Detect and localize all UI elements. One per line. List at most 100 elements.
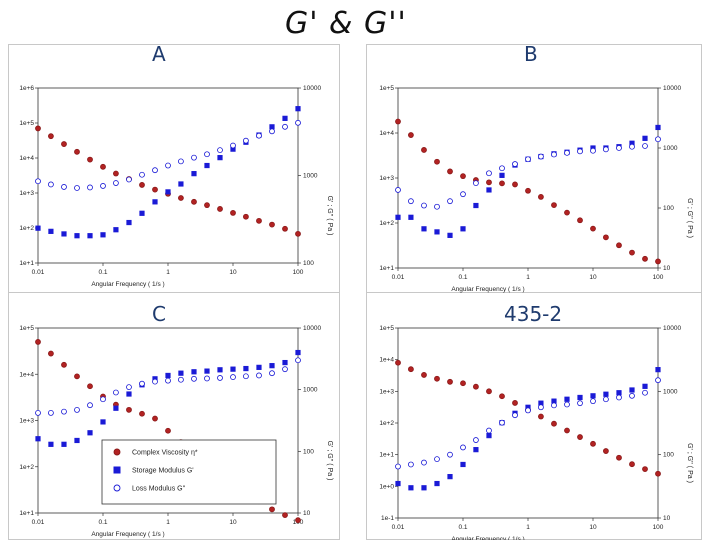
y-right-tick-label: 1000 xyxy=(663,388,678,395)
data-point xyxy=(217,206,223,212)
data-point xyxy=(243,137,249,144)
data-point xyxy=(74,233,80,239)
data-point xyxy=(408,461,414,468)
data-point xyxy=(473,437,479,443)
data-point xyxy=(48,133,54,140)
data-point xyxy=(243,373,249,380)
data-point xyxy=(421,485,427,491)
data-point xyxy=(295,119,301,126)
data-point xyxy=(395,480,401,487)
data-point xyxy=(642,255,648,262)
data-point xyxy=(603,396,609,403)
data-point xyxy=(473,202,479,209)
data-point xyxy=(512,161,518,167)
data-point xyxy=(217,367,223,373)
data-point xyxy=(178,181,184,187)
data-point xyxy=(460,173,466,180)
data-point xyxy=(87,184,93,191)
data-point xyxy=(629,392,635,399)
y-left-tick-label: 1e+5 xyxy=(19,325,34,332)
data-point xyxy=(126,391,132,397)
y-left-tick-label: 1e+1 xyxy=(379,452,394,459)
plot-area xyxy=(397,87,659,269)
series-storage-modulus-g- xyxy=(35,106,301,239)
data-point xyxy=(603,448,609,454)
data-point xyxy=(486,170,492,177)
legend-box xyxy=(101,439,277,505)
data-point xyxy=(256,372,262,379)
data-point xyxy=(486,179,492,186)
data-point xyxy=(577,394,583,401)
panel-label-b: B xyxy=(524,42,538,66)
data-point xyxy=(152,167,158,174)
data-point xyxy=(395,187,401,193)
data-point xyxy=(395,463,401,470)
x-tick-label: 1 xyxy=(166,519,170,526)
data-point xyxy=(61,361,67,368)
y-left-tick-label: 1e+5 xyxy=(379,325,394,332)
data-point xyxy=(74,373,80,380)
y-left-tick-label: 1e+2 xyxy=(379,420,394,427)
data-point xyxy=(230,210,236,216)
data-point xyxy=(512,412,518,419)
y-left-tick-label: 1e+3 xyxy=(19,418,34,425)
data-point xyxy=(551,202,557,208)
data-point xyxy=(61,141,67,147)
y-right-tick-label: 1000 xyxy=(663,145,678,152)
data-point xyxy=(191,375,197,382)
panel-label-c: C xyxy=(152,302,166,326)
data-point xyxy=(204,202,210,209)
data-point xyxy=(447,451,453,458)
data-point xyxy=(564,401,570,408)
data-point xyxy=(642,383,648,389)
x-tick-label: 1 xyxy=(526,524,530,531)
data-point xyxy=(486,427,492,434)
data-point xyxy=(603,391,609,397)
data-point xyxy=(295,106,301,112)
y-right-axis-label: G' ; G'' ( Pa ) xyxy=(686,443,693,483)
data-point xyxy=(434,203,440,210)
data-point xyxy=(113,180,119,186)
series-storage-modulus-g- xyxy=(35,349,301,447)
data-point xyxy=(551,402,557,409)
slide-title: G' & G'' xyxy=(285,6,407,41)
data-point xyxy=(564,396,570,402)
y-left-tick-label: 1e+1 xyxy=(19,510,34,517)
y-right-tick-label: 10000 xyxy=(303,85,321,92)
data-point xyxy=(655,136,661,143)
x-tick-label: 10 xyxy=(229,269,237,276)
data-point xyxy=(178,195,184,201)
data-point xyxy=(269,363,275,369)
data-point xyxy=(282,123,288,130)
data-point xyxy=(295,357,301,364)
y-left-tick-label: 1e+1 xyxy=(19,260,34,267)
data-point xyxy=(295,517,301,524)
y-left-tick-label: 1e+4 xyxy=(379,130,394,137)
x-tick-label: 0.01 xyxy=(392,274,405,281)
data-point xyxy=(408,485,414,491)
data-point xyxy=(74,185,80,191)
y-left-tick-label: 1e+6 xyxy=(19,85,34,92)
data-point xyxy=(35,178,41,185)
data-point xyxy=(421,372,427,378)
x-tick-label: 0.01 xyxy=(32,269,45,276)
data-point xyxy=(408,366,414,373)
y-right-tick-label: 100 xyxy=(303,260,314,267)
data-point xyxy=(126,406,132,413)
series-loss-modulus-g- xyxy=(395,136,661,210)
data-point xyxy=(577,400,583,407)
y-left-tick-label: 1e+2 xyxy=(19,464,34,471)
data-point xyxy=(616,390,622,396)
data-point xyxy=(139,380,145,387)
data-point xyxy=(230,142,236,149)
data-point xyxy=(447,232,453,238)
data-point xyxy=(421,459,427,466)
data-point xyxy=(113,170,119,177)
data-point xyxy=(538,404,544,411)
data-point xyxy=(152,186,158,193)
chart-2: 0.01 0.1 1 10 100 Angular Frequency ( 1/s ) 1e… xyxy=(379,85,693,293)
data-point xyxy=(447,378,453,385)
data-point xyxy=(152,378,158,385)
data-point xyxy=(269,370,275,377)
series-loss-modulus-g- xyxy=(35,119,301,191)
